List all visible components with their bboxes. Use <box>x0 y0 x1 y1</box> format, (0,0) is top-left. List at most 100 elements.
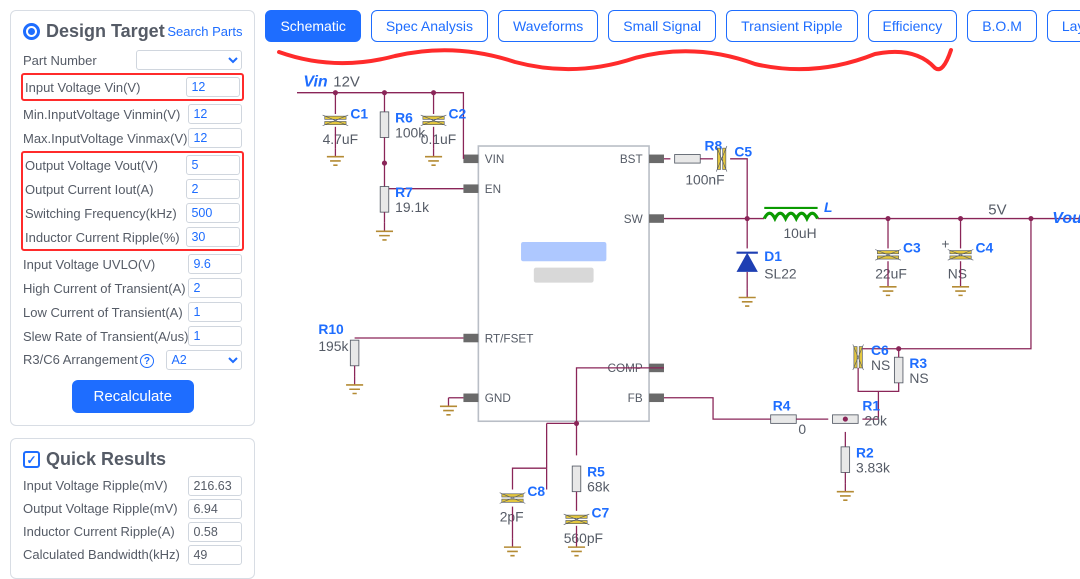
field-input[interactable] <box>188 302 242 322</box>
svg-text:0.1uF: 0.1uF <box>421 131 456 147</box>
svg-text:C5: C5 <box>735 144 753 160</box>
field-row: Max.InputVoltage Vinmax(V) <box>23 126 242 150</box>
field-input[interactable] <box>188 326 242 346</box>
tab-bar: Schematic Spec Analysis Waveforms Small Sig… <box>265 10 1080 42</box>
field-row: High Current of Transient(A) <box>23 276 242 300</box>
tab-layout[interactable]: Layout <box>1047 10 1080 42</box>
field-input[interactable] <box>188 254 242 274</box>
result-row: Input Voltage Ripple(mV)216.63 <box>23 474 242 497</box>
result-row: Calculated Bandwidth(kHz)49 <box>23 543 242 566</box>
schematic-canvas[interactable]: VINENRT/FSETGNDBSTSWCOMPFBVin12VC14.7uFR… <box>265 50 1080 540</box>
svg-text:SL22: SL22 <box>765 265 798 281</box>
field-label: Switching Frequency(kHz) <box>25 206 186 221</box>
result-value: 216.63 <box>188 476 242 496</box>
field-row: Output Voltage Vout(V) <box>25 153 240 177</box>
svg-text:195k: 195k <box>319 338 349 354</box>
tab-b-o-m[interactable]: B.O.M <box>967 10 1037 42</box>
svg-text:2pF: 2pF <box>500 509 524 525</box>
result-value: 0.58 <box>188 522 242 542</box>
svg-text:R1: R1 <box>863 398 881 414</box>
field-input[interactable] <box>186 77 240 97</box>
field-label: Low Current of Transient(A) <box>23 305 188 320</box>
field-row: Slew Rate of Transient(A/us) <box>23 324 242 348</box>
field-input[interactable] <box>186 227 240 247</box>
field-input[interactable] <box>188 278 242 298</box>
svg-text:NS: NS <box>871 357 890 373</box>
svg-text:VIN: VIN <box>485 153 505 166</box>
svg-text:560pF: 560pF <box>564 530 603 546</box>
svg-text:R10: R10 <box>319 321 345 337</box>
svg-text:R4: R4 <box>773 398 791 414</box>
tab-small-signal[interactable]: Small Signal <box>608 10 716 42</box>
field-input[interactable] <box>186 179 240 199</box>
result-row: Output Voltage Ripple(mV)6.94 <box>23 497 242 520</box>
part-number-label: Part Number <box>23 53 128 68</box>
svg-text:D1: D1 <box>765 248 783 264</box>
target-icon <box>23 23 40 40</box>
help-icon[interactable]: ? <box>140 354 154 368</box>
svg-text:RT/FSET: RT/FSET <box>485 332 534 345</box>
field-label: Output Voltage Vout(V) <box>25 158 186 173</box>
field-input[interactable] <box>188 128 242 148</box>
result-label: Calculated Bandwidth(kHz) <box>23 547 188 562</box>
field-input[interactable] <box>188 104 242 124</box>
part-number-select[interactable] <box>136 50 243 70</box>
svg-text:20k: 20k <box>865 413 887 429</box>
svg-text:3.83k: 3.83k <box>856 459 890 475</box>
field-input[interactable] <box>186 155 240 175</box>
svg-text:L: L <box>824 199 832 215</box>
field-row: Min.InputVoltage Vinmin(V) <box>23 102 242 126</box>
field-label: Slew Rate of Transient(A/us) <box>23 329 188 344</box>
tab-schematic[interactable]: Schematic <box>265 10 360 42</box>
quick-results-title: Quick Results <box>46 449 166 470</box>
field-row: Input Voltage UVLO(V) <box>23 252 242 276</box>
svg-text:C2: C2 <box>449 105 467 121</box>
svg-text:C8: C8 <box>528 483 546 499</box>
result-row: Inductor Current Ripple(A)0.58 <box>23 520 242 543</box>
svg-text:R6: R6 <box>396 110 414 126</box>
design-target-title: Design Target <box>46 21 167 42</box>
svg-text:10uH: 10uH <box>784 225 817 241</box>
result-label: Inductor Current Ripple(A) <box>23 524 188 539</box>
field-input[interactable] <box>186 203 240 223</box>
svg-text:C6: C6 <box>871 342 889 358</box>
svg-text:100nF: 100nF <box>686 171 725 187</box>
field-label: Output Current Iout(A) <box>25 182 186 197</box>
svg-text:68k: 68k <box>588 479 610 495</box>
field-label: Input Voltage Vin(V) <box>25 80 186 95</box>
tab-transient-ripple[interactable]: Transient Ripple <box>726 10 857 42</box>
field-label: Inductor Current Ripple(%) <box>25 230 186 245</box>
result-label: Output Voltage Ripple(mV) <box>23 501 188 516</box>
svg-text:R3: R3 <box>910 355 928 371</box>
field-label: High Current of Transient(A) <box>23 281 188 296</box>
svg-text:SW: SW <box>624 213 644 226</box>
svg-text:C3: C3 <box>903 240 921 256</box>
svg-text:C4: C4 <box>976 240 994 256</box>
svg-text:NS: NS <box>910 370 929 386</box>
svg-text:R2: R2 <box>856 445 874 461</box>
field-row: Inductor Current Ripple(%) <box>25 225 240 249</box>
tab-spec-analysis[interactable]: Spec Analysis <box>371 10 488 42</box>
r3c6-row: R3/C6 Arrangement? A2 <box>23 348 242 372</box>
tab-waveforms[interactable]: Waveforms <box>498 10 598 42</box>
svg-text:22uF: 22uF <box>876 265 908 281</box>
field-row: Switching Frequency(kHz) <box>25 201 240 225</box>
svg-text:12V: 12V <box>334 73 361 90</box>
svg-text:Vin: Vin <box>304 73 329 90</box>
svg-text:R5: R5 <box>588 464 606 480</box>
recalculate-button[interactable]: Recalculate <box>72 380 194 413</box>
search-parts-link[interactable]: Search Parts <box>167 24 242 39</box>
field-label: Input Voltage UVLO(V) <box>23 257 188 272</box>
svg-text:BST: BST <box>620 153 643 166</box>
svg-text:R7: R7 <box>396 184 414 200</box>
check-icon: ✓ <box>23 451 40 468</box>
svg-text:5V: 5V <box>989 201 1007 218</box>
svg-text:EN: EN <box>485 183 501 196</box>
svg-text:C1: C1 <box>351 105 369 121</box>
tab-efficiency[interactable]: Efficiency <box>868 10 958 42</box>
field-row: Output Current Iout(A) <box>25 177 240 201</box>
part-number-row: Part Number <box>23 48 242 72</box>
r3c6-select[interactable]: A2 <box>166 350 242 370</box>
r3c6-label: R3/C6 Arrangement? <box>23 352 166 369</box>
result-label: Input Voltage Ripple(mV) <box>23 478 188 493</box>
